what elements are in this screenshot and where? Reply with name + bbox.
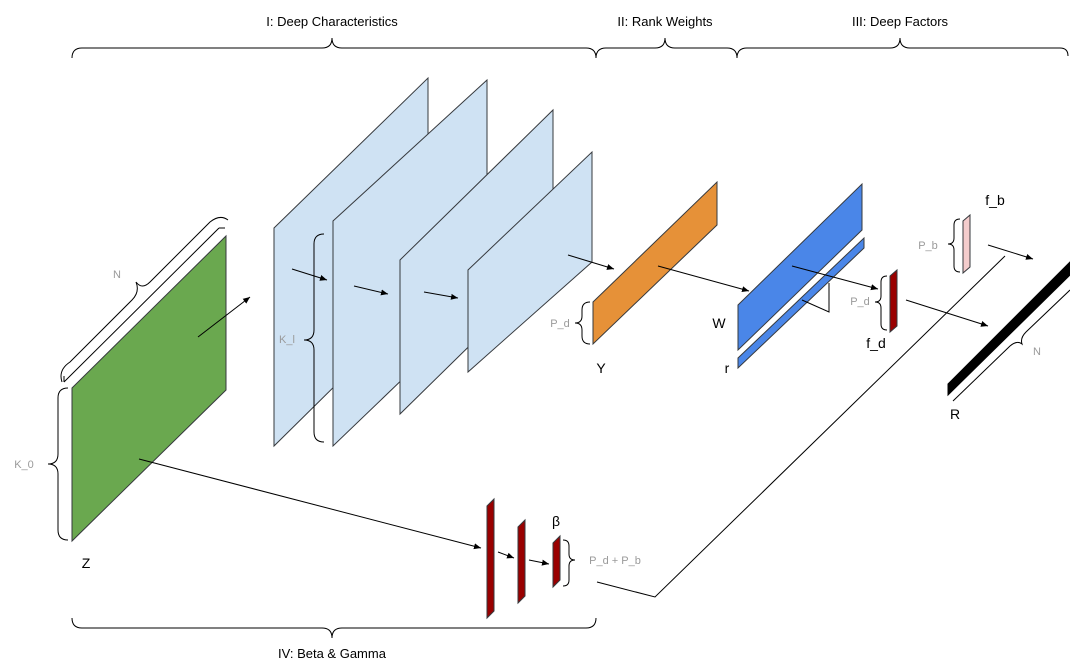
arrow-beta-1-2: [497, 551, 515, 559]
arrow-z-to-layers: [197, 296, 251, 338]
beta-bar-2: [517, 518, 526, 605]
arrow-z-to-beta: [138, 458, 482, 550]
arrow-beta-2-3: [528, 559, 550, 566]
section-brace-deep-characteristics: [71, 37, 597, 59]
arrow-layer-3-4: [423, 291, 459, 300]
Y-plane: [592, 180, 718, 346]
Kl-brace: [303, 233, 325, 443]
arrow-W-to-fd: [791, 265, 879, 291]
dim-P-d-y: P_d: [550, 318, 570, 330]
label-r: r: [725, 360, 730, 376]
N-brace-z: [63, 227, 225, 383]
beta-bar-3: [552, 534, 561, 589]
r-plane: [737, 236, 865, 370]
PdPb-brace-beta: [562, 539, 576, 587]
section-brace-beta-gamma: [71, 617, 597, 639]
dim-K-0: K_0: [14, 459, 34, 471]
section-title-beta-gamma: IV: Beta & Gamma: [278, 646, 387, 661]
section-title-deep-factors: III: Deep Factors: [852, 14, 949, 29]
connector-W-r: [801, 283, 830, 313]
arrow-layer-4-Y: [567, 254, 615, 270]
dim-K-l: K_l: [279, 334, 295, 346]
label-beta: β: [552, 513, 560, 529]
label-f-b: f_b: [985, 192, 1005, 208]
section-brace-deep-factors: [736, 37, 1069, 59]
arrow-layer-1-2: [291, 268, 328, 281]
label-R: R: [950, 406, 960, 422]
section-title-deep-characteristics: I: Deep Characteristics: [266, 14, 398, 29]
beta-bar-1: [486, 497, 495, 620]
label-W: W: [712, 315, 726, 331]
connector-beta-to-fb: [596, 255, 1006, 598]
dim-N-R: N: [1033, 346, 1041, 358]
fd-bar: [889, 268, 898, 334]
Z-plane: [71, 234, 227, 543]
arrow-fb-to-R: [987, 244, 1034, 260]
label-Y: Y: [596, 360, 606, 376]
W-plane: [737, 182, 863, 352]
arrow-fd-to-R: [905, 299, 989, 327]
dim-N-z: N: [113, 269, 121, 281]
dim-P-d-fd: P_d: [850, 296, 870, 308]
Pd-brace-y: [574, 301, 591, 345]
N-brace-R: [952, 289, 1070, 402]
arrow-Y-to-W: [657, 265, 750, 293]
Pd-brace-fd: [874, 275, 888, 331]
Pb-brace-fb: [947, 218, 961, 273]
section-brace-rank-weights: [595, 37, 738, 59]
R-bar: [947, 261, 1070, 397]
label-f-d: f_d: [866, 335, 885, 351]
dim-P-b: P_b: [918, 240, 938, 252]
K0-brace: [47, 387, 69, 541]
fb-bar: [962, 213, 971, 275]
label-Z: Z: [82, 555, 91, 571]
section-title-rank-weights: II: Rank Weights: [617, 14, 713, 29]
dim-P-d-plus-P-b: P_d + P_b: [589, 555, 641, 567]
arrow-layer-2-3: [353, 285, 389, 296]
N-brace-z-curve: [60, 216, 229, 383]
